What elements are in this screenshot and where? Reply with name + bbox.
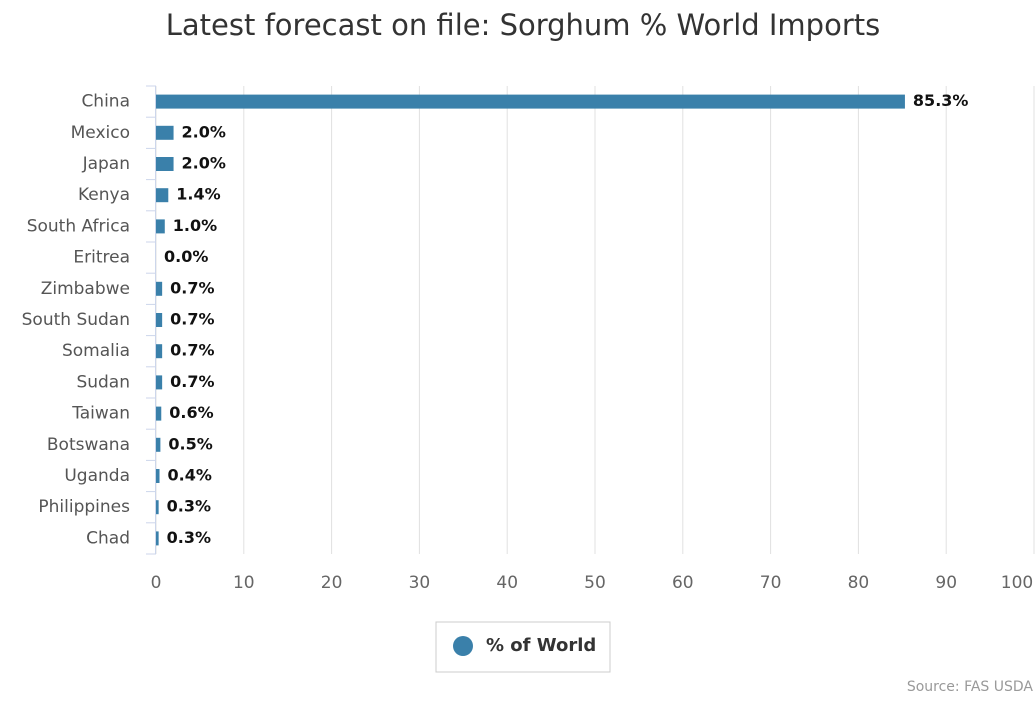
y-tick-label: Mexico [71,123,130,143]
value-label: 0.4% [168,466,212,485]
bar [156,188,169,203]
value-label: 0.6% [169,403,213,422]
x-tick-label: 100 [1001,573,1033,593]
x-tick-label: 0 [151,573,162,593]
x-tick-label: 30 [409,573,431,593]
value-label: 0.3% [167,497,211,516]
bar [156,406,162,421]
value-label: 0.7% [170,310,214,329]
y-tick-label: Philippines [38,497,130,517]
y-tick-label: South Sudan [22,310,130,330]
y-tick-label: Somalia [62,341,130,361]
y-tick-label: Sudan [76,372,130,392]
value-label: 0.3% [167,528,211,547]
value-label: 0.7% [170,278,214,297]
bar [156,157,174,171]
legend-label: % of World [486,635,596,656]
bar [156,344,163,359]
y-tick-label: Chad [86,528,130,548]
bar [156,281,163,296]
value-label: 2.0% [182,154,226,173]
bar [156,531,159,546]
legend-marker [453,636,473,656]
x-tick-label: 80 [848,573,870,593]
y-tick-label: Botswana [47,435,130,455]
x-tick-label: 40 [496,573,518,593]
y-tick-label: Taiwan [71,404,130,424]
value-label: 0.7% [170,341,214,360]
x-tick-label: 90 [935,573,957,593]
bar [156,375,163,390]
x-tick-label: 60 [672,573,694,593]
bar [156,500,159,515]
y-tick-label: Eritrea [73,248,130,268]
source: Source: FAS USDA [907,679,1034,695]
x-tick-label: 70 [760,573,782,593]
bar [156,437,161,452]
x-tick-label: 10 [233,573,255,593]
y-tick-label: China [81,92,130,112]
bar [156,219,165,234]
value-label: 1.4% [176,185,220,204]
bar [156,469,160,483]
y-tick-label: South Africa [27,216,130,236]
y-tick-label: Kenya [78,185,130,205]
bar [156,94,905,109]
value-label: 0.0% [164,247,208,266]
value-label: 0.7% [170,372,214,391]
x-tick-label: 20 [321,573,343,593]
value-label: 2.0% [182,122,226,141]
y-tick-label: Uganda [64,466,130,486]
y-tick-label: Zimbabwe [41,279,130,299]
value-label: 85.3% [913,91,969,110]
bar [156,313,163,327]
x-tick-label: 50 [584,573,606,593]
y-tick-label: Japan [82,154,130,174]
bar [156,125,174,140]
value-label: 0.5% [168,434,212,453]
chart-title: Latest forecast on file: Sorghum % World… [166,8,880,42]
value-label: 1.0% [173,216,217,235]
